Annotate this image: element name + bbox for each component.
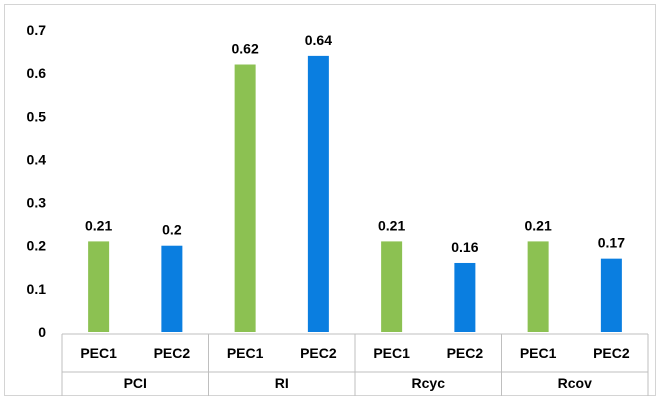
bar <box>161 245 183 332</box>
y-tick-label: 0.1 <box>27 281 47 297</box>
category-label: PEC2 <box>447 345 484 361</box>
category-label: PEC1 <box>373 345 410 361</box>
bar <box>307 55 329 333</box>
data-label: 0.21 <box>378 217 405 233</box>
category-label: PEC1 <box>520 345 557 361</box>
group-label: PCI <box>124 375 147 391</box>
y-tick-label: 0.2 <box>27 238 47 254</box>
category-label: PEC1 <box>80 345 117 361</box>
bar <box>600 258 622 332</box>
category-label: PEC1 <box>227 345 264 361</box>
data-label: 0.16 <box>451 239 478 255</box>
data-label: 0.21 <box>525 217 552 233</box>
bar <box>527 241 549 332</box>
data-label: 0.2 <box>162 222 182 238</box>
group-label: RI <box>275 375 289 391</box>
y-tick-label: 0.4 <box>27 151 47 167</box>
category-label: PEC2 <box>154 345 191 361</box>
y-tick-label: 0.5 <box>27 108 47 124</box>
y-tick-label: 0.3 <box>27 195 47 211</box>
y-tick-label: 0 <box>38 324 46 340</box>
data-label: 0.17 <box>598 235 625 251</box>
group-label: Rcov <box>558 375 592 391</box>
bar <box>88 241 110 332</box>
bar <box>234 64 256 332</box>
category-label: PEC2 <box>593 345 630 361</box>
data-label: 0.21 <box>85 217 112 233</box>
data-label: 0.64 <box>305 32 332 48</box>
y-tick-label: 0.6 <box>27 65 47 81</box>
bar <box>381 241 403 332</box>
group-label: Rcyc <box>412 375 446 391</box>
bar <box>454 262 476 332</box>
data-label: 0.62 <box>232 41 259 57</box>
category-label: PEC2 <box>300 345 337 361</box>
y-tick-label: 0.7 <box>27 22 47 38</box>
